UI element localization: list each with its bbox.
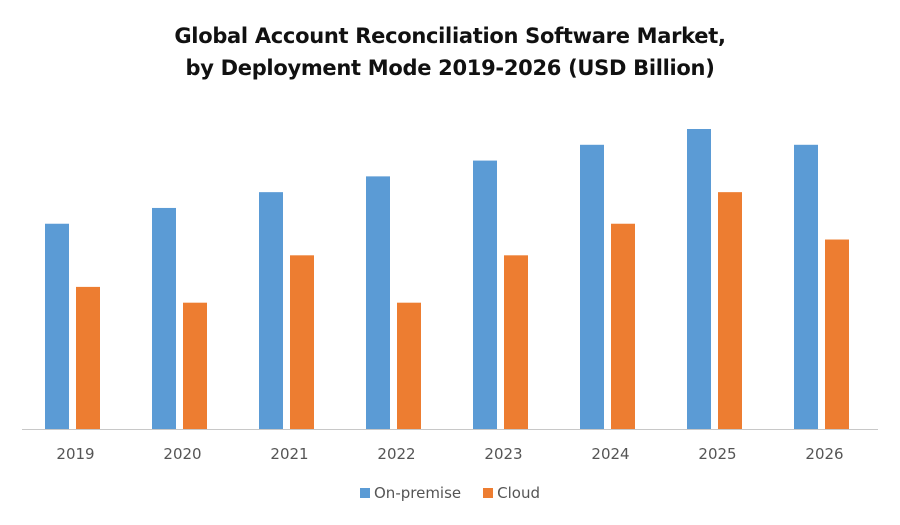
bar-cloud-2021: [290, 255, 314, 429]
bar-cloud-2019: [76, 286, 100, 429]
bar-on-premise-2024: [580, 144, 604, 429]
bar-on-premise-2021: [259, 192, 283, 429]
bar-cloud-2023: [504, 255, 528, 429]
x-tick-label: 2020: [163, 445, 201, 463]
bar-on-premise-2020: [152, 207, 176, 429]
bar-cloud-2026: [825, 239, 849, 429]
bar-on-premise-2023: [473, 160, 497, 429]
x-tick-label: 2021: [270, 445, 308, 463]
legend-label-cloud: Cloud: [497, 484, 540, 502]
chart-title-line-2: by Deployment Mode 2019-2026 (USD Billio…: [185, 56, 715, 80]
bar-cloud-2024: [611, 223, 635, 429]
bar-on-premise-2026: [794, 144, 818, 429]
legend-label-on-premise: On-premise: [374, 484, 462, 502]
legend-item-on-premise: On-premise: [360, 484, 461, 502]
x-tick-label: 2025: [698, 445, 736, 463]
bar-on-premise-2022: [366, 176, 390, 429]
x-tick-label: 2026: [805, 445, 843, 463]
legend-swatch-on-premise: [360, 488, 370, 498]
bar-on-premise-2025: [687, 129, 711, 429]
bar-cloud-2020: [183, 302, 207, 429]
legend-swatch-cloud: [483, 488, 494, 498]
legend: On-premise Cloud: [0, 484, 900, 502]
x-tick-label: 2019: [56, 445, 94, 463]
bar-cloud-2025: [718, 192, 742, 429]
bar-cloud-2022: [397, 302, 421, 429]
x-tick-label: 2023: [484, 445, 522, 463]
bar-on-premise-2019: [45, 223, 69, 429]
legend-item-cloud: Cloud: [483, 484, 540, 502]
x-tick-label: 2022: [377, 445, 415, 463]
chart-title-line-1: Global Account Reconciliation Software M…: [174, 24, 726, 48]
x-tick-label: 2024: [591, 445, 629, 463]
chart-title: Global Account Reconciliation Software M…: [0, 20, 900, 84]
